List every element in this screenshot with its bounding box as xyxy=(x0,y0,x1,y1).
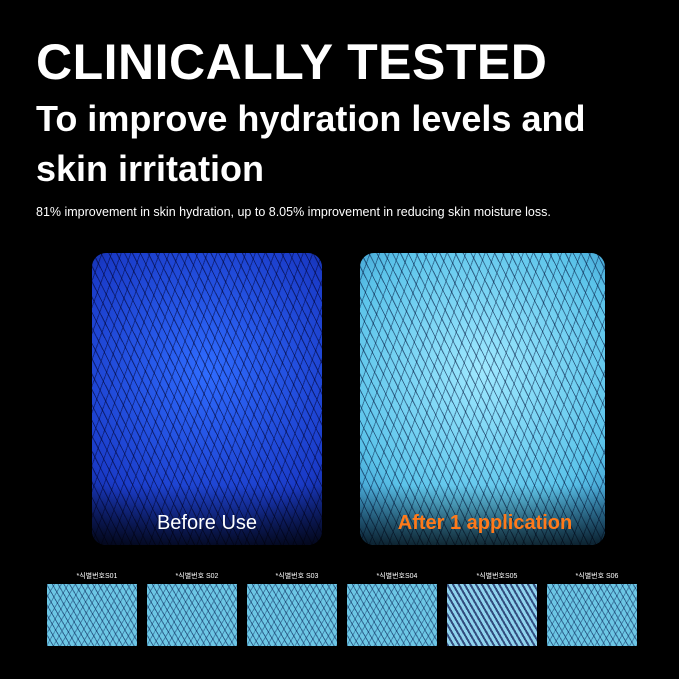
sample-image xyxy=(447,584,537,646)
sample-thumb: *식별번호 S02 xyxy=(147,571,237,646)
sample-thumbnails: *식별번호S01 *식별번호 S02 *식별번호 S03 *식별번호S04 *식… xyxy=(47,571,637,646)
headline: CLINICALLY TESTED xyxy=(36,34,548,90)
sample-label: *식별번호 S06 xyxy=(575,573,619,580)
sample-thumb: *식별번호S01 xyxy=(47,571,137,646)
sample-label: *식별번호S05 xyxy=(476,573,518,580)
sample-image xyxy=(247,584,337,646)
sample-image xyxy=(47,584,137,646)
sample-label: *식별번호 S02 xyxy=(175,573,219,580)
sample-image xyxy=(547,584,637,646)
after-label: After 1 application xyxy=(397,512,573,534)
before-skin-image xyxy=(92,253,322,545)
description: 81% improvement in skin hydration, up to… xyxy=(36,205,551,219)
sample-thumb: *식별번호S05 xyxy=(447,571,537,646)
sample-thumb: *식별번호 S03 xyxy=(247,571,337,646)
sample-label: *식별번호S04 xyxy=(376,573,418,580)
after-skin-image xyxy=(360,253,605,545)
sample-label: *식별번호S01 xyxy=(76,573,118,580)
sample-image xyxy=(147,584,237,646)
before-label: Before Use xyxy=(156,512,258,534)
sample-thumb: *식별번호S04 xyxy=(347,571,437,646)
subheadline: To improve hydration levels and skin irr… xyxy=(36,98,586,189)
sample-label: *식별번호 S03 xyxy=(275,573,319,580)
sample-image xyxy=(347,584,437,646)
sample-thumb: *식별번호 S06 xyxy=(547,571,637,646)
